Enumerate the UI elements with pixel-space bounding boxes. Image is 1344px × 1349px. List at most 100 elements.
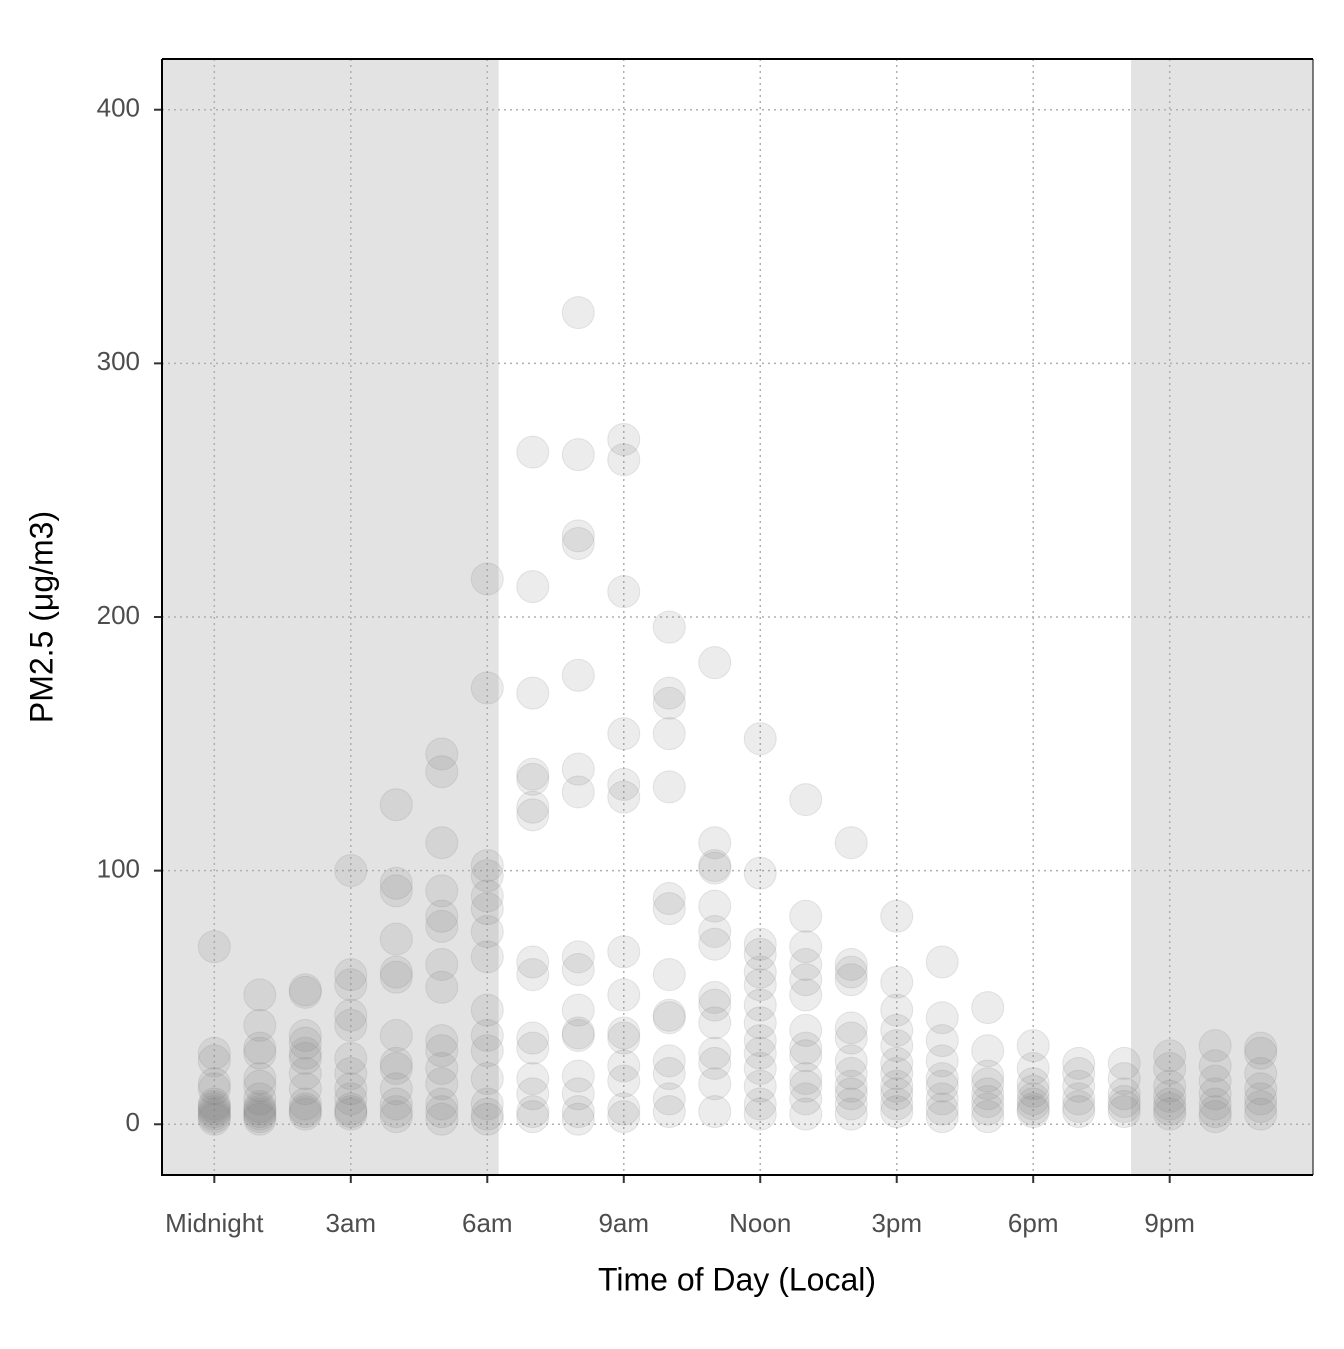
point <box>1244 1090 1278 1124</box>
point <box>561 940 595 974</box>
point <box>425 947 459 981</box>
point <box>880 1046 914 1080</box>
point <box>1153 1069 1187 1103</box>
point <box>1244 1036 1278 1070</box>
point <box>516 435 550 469</box>
point <box>1062 1090 1096 1124</box>
point <box>1153 1079 1187 1113</box>
point <box>880 1087 914 1121</box>
point <box>334 998 368 1032</box>
point <box>698 889 732 923</box>
point <box>379 1051 413 1085</box>
point <box>743 1024 777 1058</box>
point <box>516 790 550 824</box>
point <box>243 1036 277 1070</box>
point <box>470 859 504 893</box>
point <box>561 519 595 553</box>
y-tick-label: 200 <box>97 600 140 630</box>
point <box>652 882 686 916</box>
point <box>379 1100 413 1134</box>
point <box>1016 1095 1050 1129</box>
point <box>425 1051 459 1085</box>
point <box>1016 1067 1050 1101</box>
point <box>379 874 413 908</box>
point <box>334 1092 368 1126</box>
point <box>379 1019 413 1052</box>
point <box>652 1057 686 1091</box>
point <box>379 1072 413 1106</box>
point <box>379 1046 413 1080</box>
point <box>288 973 322 1007</box>
point <box>971 1077 1005 1111</box>
point <box>834 1077 868 1111</box>
point <box>1016 1092 1050 1126</box>
point <box>288 1095 322 1129</box>
point <box>516 958 550 992</box>
point <box>971 1092 1005 1126</box>
point <box>516 757 550 791</box>
point <box>789 1062 823 1096</box>
point <box>243 1069 277 1103</box>
point <box>698 1095 732 1129</box>
point <box>470 562 504 596</box>
point <box>698 826 732 860</box>
point <box>789 930 823 964</box>
point <box>561 1102 595 1136</box>
point <box>470 849 504 883</box>
point <box>834 947 868 981</box>
point <box>743 988 777 1022</box>
point <box>607 1016 641 1050</box>
point <box>1062 1046 1096 1080</box>
point <box>1198 1049 1232 1083</box>
point <box>834 1011 868 1045</box>
point <box>698 646 732 680</box>
y-tick-label: 300 <box>97 346 140 376</box>
point <box>652 686 686 720</box>
point <box>607 1049 641 1083</box>
point <box>743 1097 777 1131</box>
point <box>1107 1084 1141 1118</box>
point <box>743 1036 777 1070</box>
point <box>197 1087 231 1121</box>
point <box>334 968 368 1002</box>
point <box>470 915 504 949</box>
point <box>880 1057 914 1091</box>
point <box>243 1082 277 1116</box>
x-tick-label: 9am <box>598 1208 649 1238</box>
point <box>925 1100 959 1134</box>
point <box>743 1051 777 1085</box>
point <box>1107 1046 1141 1080</box>
point <box>1016 1074 1050 1108</box>
point <box>1198 1095 1232 1129</box>
point <box>1153 1087 1187 1121</box>
point <box>607 422 641 456</box>
point <box>379 955 413 989</box>
point <box>561 1077 595 1111</box>
point <box>243 1031 277 1065</box>
point <box>288 1092 322 1126</box>
point <box>516 1100 550 1134</box>
point <box>607 780 641 814</box>
point <box>607 1092 641 1126</box>
point <box>925 1069 959 1103</box>
point <box>197 930 231 964</box>
point <box>379 1095 413 1129</box>
point <box>925 1024 959 1058</box>
y-axis-label: PM2.5 (μg/m3) <box>23 511 59 723</box>
point <box>197 1067 231 1101</box>
point <box>607 1064 641 1098</box>
point <box>334 1097 368 1131</box>
point <box>288 1057 322 1091</box>
point <box>925 1092 959 1126</box>
point <box>516 676 550 710</box>
point <box>197 1044 231 1078</box>
point <box>425 899 459 933</box>
point <box>1016 1087 1050 1121</box>
point <box>743 1087 777 1121</box>
point <box>425 1102 459 1136</box>
point <box>243 1095 277 1129</box>
point <box>652 610 686 644</box>
point <box>561 438 595 472</box>
x-tick-label: 3am <box>326 1208 377 1238</box>
point <box>1062 1095 1096 1129</box>
